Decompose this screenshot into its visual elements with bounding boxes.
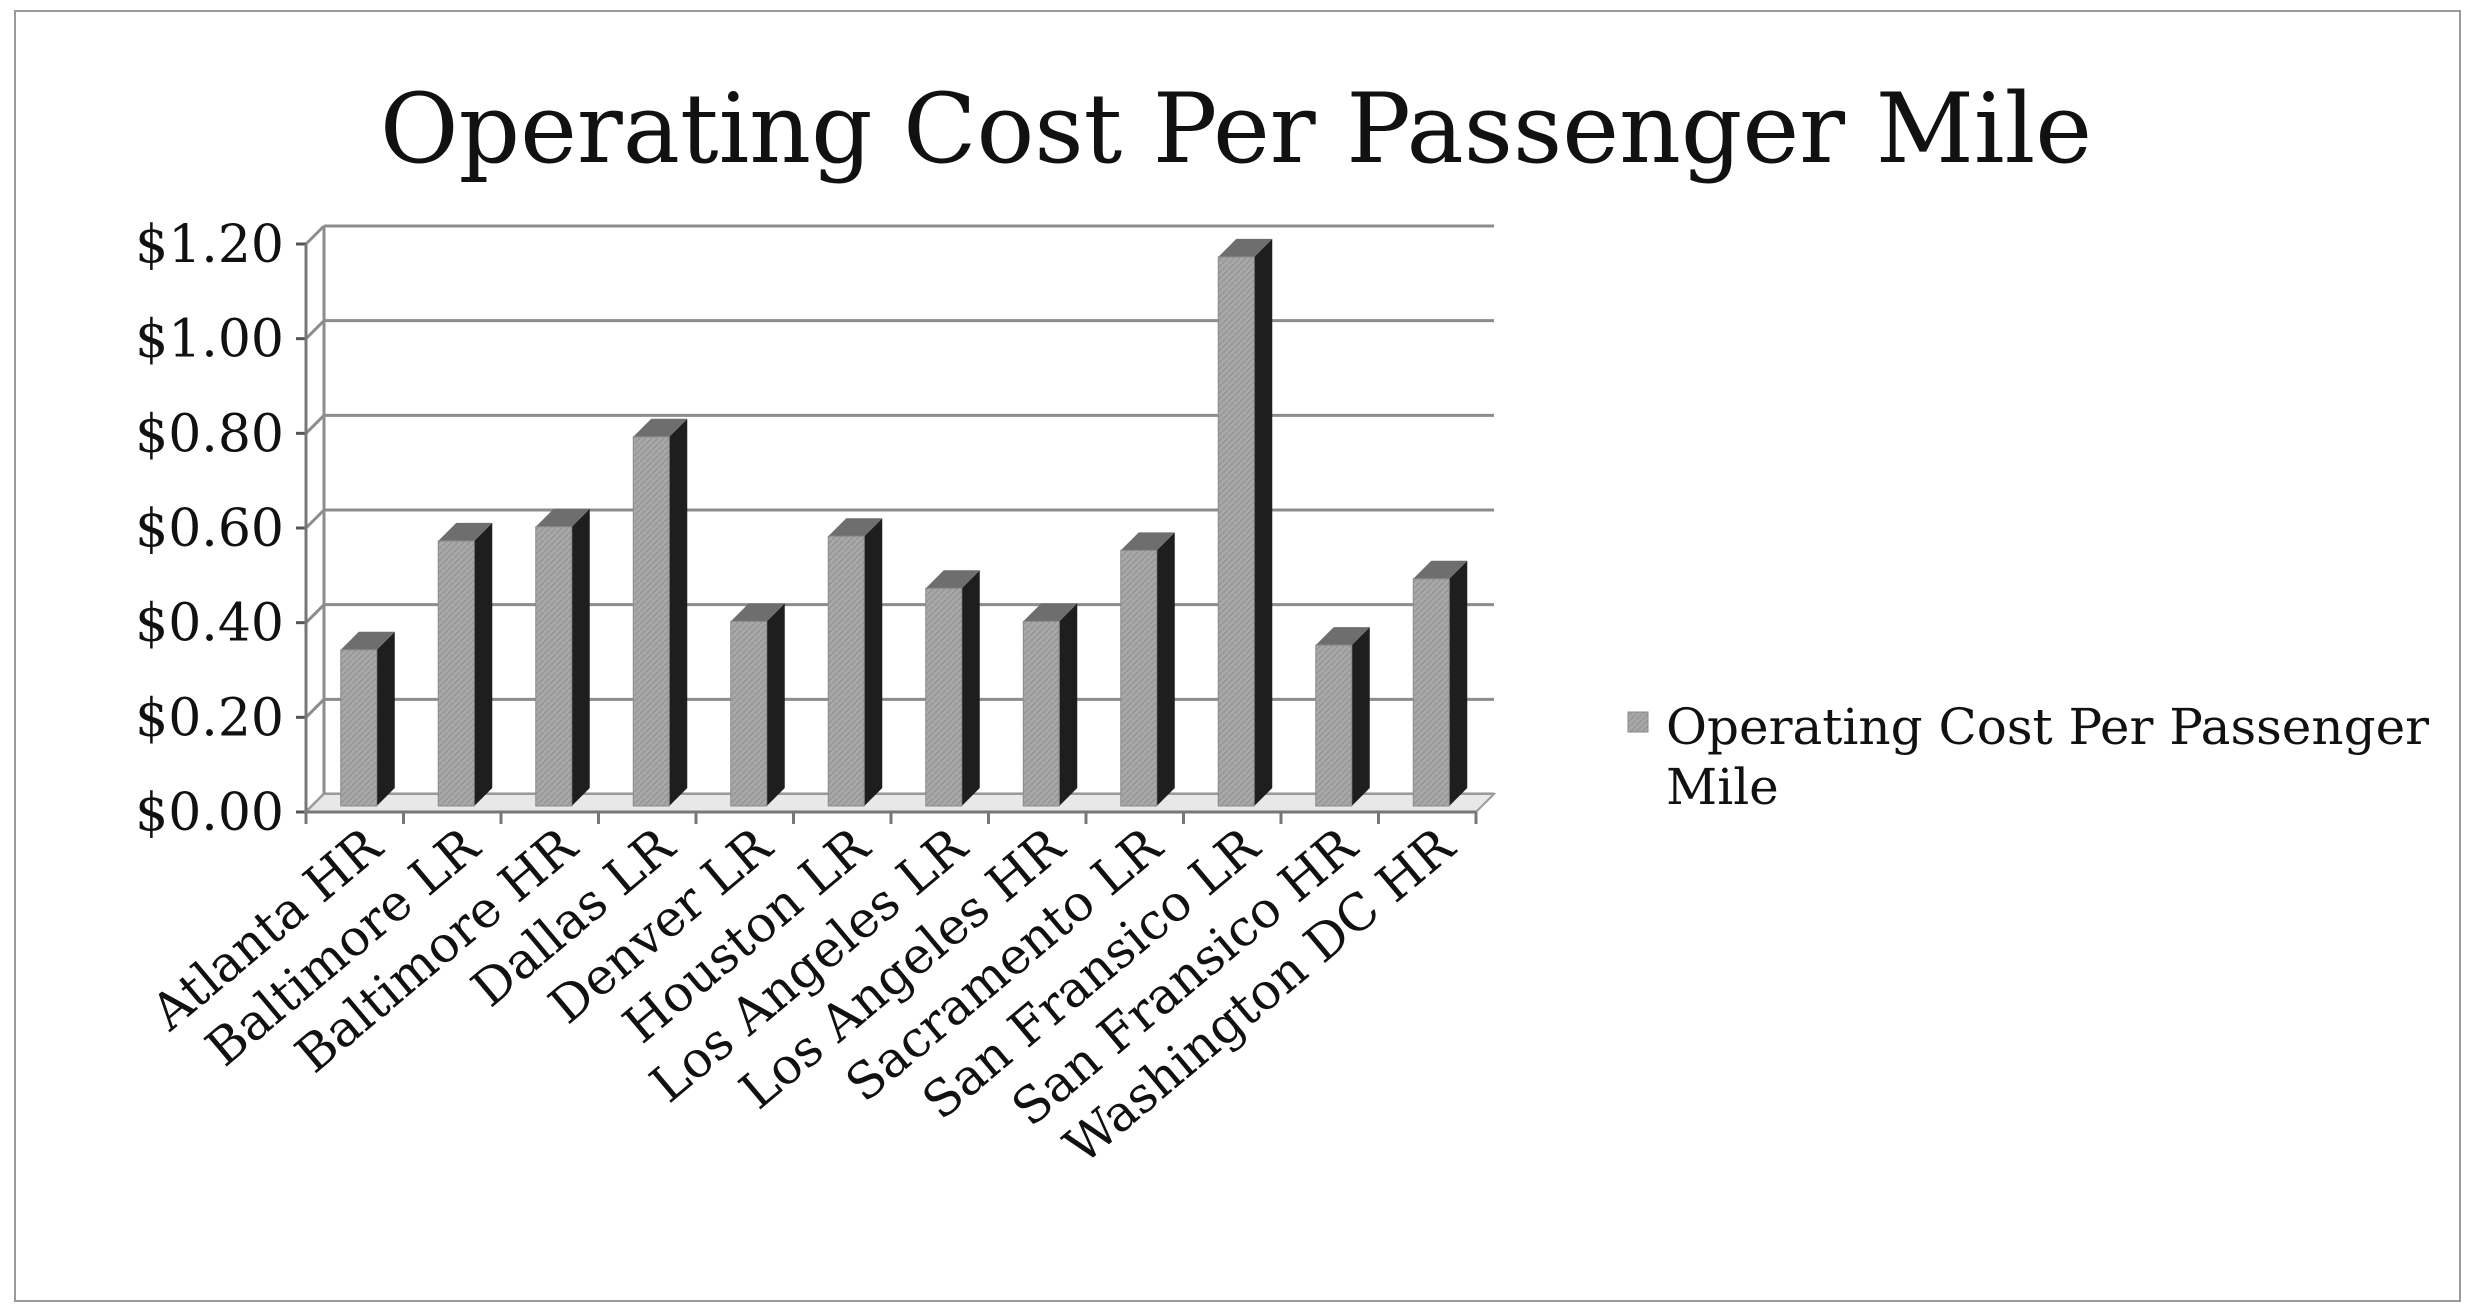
bar-side [1449,560,1468,806]
bar-front [827,535,865,807]
gridlines [304,224,1494,814]
bar [632,418,688,807]
bar-side [571,508,590,806]
bar-top [633,418,688,437]
bar [925,570,980,807]
y-tick-label: $0.40 [135,594,284,654]
bar-front [1412,578,1450,807]
bar-front [730,620,768,807]
bar [827,518,883,807]
legend-label: Operating Cost Per Passenger [1666,698,2429,756]
axes [296,226,1497,824]
y-tick-label: $0.00 [135,783,284,843]
bar-front [1022,620,1060,807]
bar-side [864,518,883,806]
gridline-side [304,603,326,624]
bar [340,631,395,807]
bar-front [340,649,378,807]
bar-front [535,526,573,807]
bar-side [1254,238,1273,806]
bar-side [766,603,785,806]
bar-front [1217,256,1255,807]
bar [535,508,590,807]
legend-label: Mile [1666,758,1779,816]
bar-side [669,418,688,806]
bar-side [961,570,980,806]
bar-top [1315,627,1370,646]
bar [1412,560,1468,807]
y-tick-label: $0.20 [135,688,284,748]
y-tick-label: $0.60 [135,499,284,559]
chart-frame: Operating Cost Per Passenger Mile $0.00 $… [14,10,2461,1302]
bar [1315,627,1370,807]
bar-side [474,522,493,806]
bar-top [535,508,590,527]
gridline-side [304,698,326,719]
bar-top [1120,532,1175,551]
bar-top [340,631,395,650]
y-tick-label: $0.80 [135,404,284,464]
bar [1120,532,1175,807]
bar-top [828,518,883,537]
gridline-side [304,224,326,246]
bar-top [438,522,493,541]
gridline-side [304,414,326,435]
chart-title: Operating Cost Per Passenger Mile [380,73,2092,185]
bar-front [437,540,475,807]
gridline-side [304,319,326,340]
gridline-side [304,508,326,530]
bar-top [730,603,785,622]
bar [437,522,493,807]
bars [340,238,1468,807]
bar-chart: Operating Cost Per Passenger Mile $0.00$… [135,73,2429,1175]
bar-side [1059,603,1078,806]
bar-front [1315,644,1353,807]
bar-side [1351,627,1370,806]
bar [730,603,785,807]
bar [1022,603,1078,807]
bar [1217,238,1273,807]
bar-front [632,436,670,807]
y-tick-label: $1.00 [135,310,284,370]
bar-top [925,570,980,589]
legend-swatch [1627,711,1649,733]
bar-side [376,631,395,806]
bar-side [1156,532,1175,806]
bar-front [1120,549,1158,807]
y-tick-label: $1.20 [135,215,284,275]
bar-top [1023,603,1078,622]
bar-top [1218,238,1273,257]
y-axis-tick-labels: $0.00 $0.20 $0.40 $0.60 $0.80 $1.00 $1.20 [135,215,284,843]
bar-top [1413,560,1468,579]
bar-front [925,587,963,807]
